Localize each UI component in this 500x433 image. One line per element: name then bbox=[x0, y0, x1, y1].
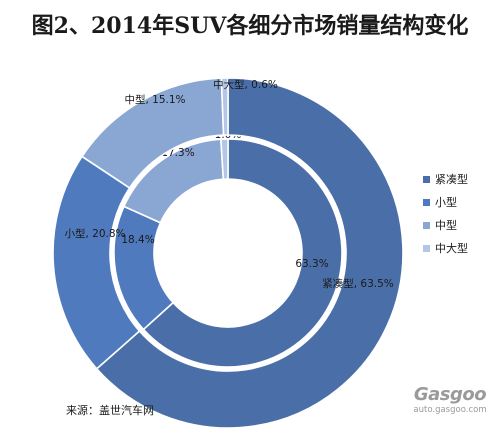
legend-swatch-compact bbox=[423, 175, 430, 183]
watermark-brand: Gasgoo bbox=[413, 384, 487, 405]
inner-ring-slice-compact bbox=[142, 138, 343, 368]
watermark-url: auto.gasgoo.com bbox=[413, 405, 487, 415]
legend-swatch-mid bbox=[423, 221, 430, 229]
outer-ring-label-large: 中大型, 0.6% bbox=[213, 78, 278, 91]
legend-item-compact: 紧凑型 bbox=[423, 172, 499, 186]
legend-label-mid: 中型 bbox=[435, 219, 457, 232]
inner-ring-slice-large bbox=[219, 138, 229, 180]
legend-label-compact: 紧凑型 bbox=[435, 173, 468, 186]
legend-item-mid: 中型 bbox=[423, 218, 499, 232]
gasgoo-watermark-logo: Gasgoo auto.gasgoo.com bbox=[404, 384, 496, 415]
chart-legend: 紧凑型小型中型中大型 bbox=[423, 172, 499, 264]
outer-ring-label-small: 小型, 20.8% bbox=[64, 227, 125, 240]
source-note: 来源：盖世汽车网 bbox=[66, 404, 154, 417]
inner-ring-label-small: 18.4% bbox=[121, 234, 154, 246]
legend-swatch-small bbox=[423, 198, 430, 206]
legend-item-large: 中大型 bbox=[423, 241, 499, 255]
legend-label-large: 中大型 bbox=[435, 242, 468, 255]
inner-ring-label-compact: 63.3% bbox=[295, 258, 328, 270]
chart-title: 图2、2014年SUV各细分市场销量结构变化 bbox=[31, 13, 469, 39]
legend-swatch-large bbox=[423, 244, 430, 252]
legend-label-small: 小型 bbox=[435, 196, 457, 209]
outer-ring-slice-compact bbox=[95, 77, 404, 429]
outer-ring-slice-large bbox=[220, 77, 229, 136]
outer-ring-label-compact: 紧凑型, 63.5% bbox=[322, 277, 394, 290]
legend-item-small: 小型 bbox=[423, 195, 499, 209]
outer-ring-label-mid: 中型, 15.1% bbox=[124, 93, 185, 106]
